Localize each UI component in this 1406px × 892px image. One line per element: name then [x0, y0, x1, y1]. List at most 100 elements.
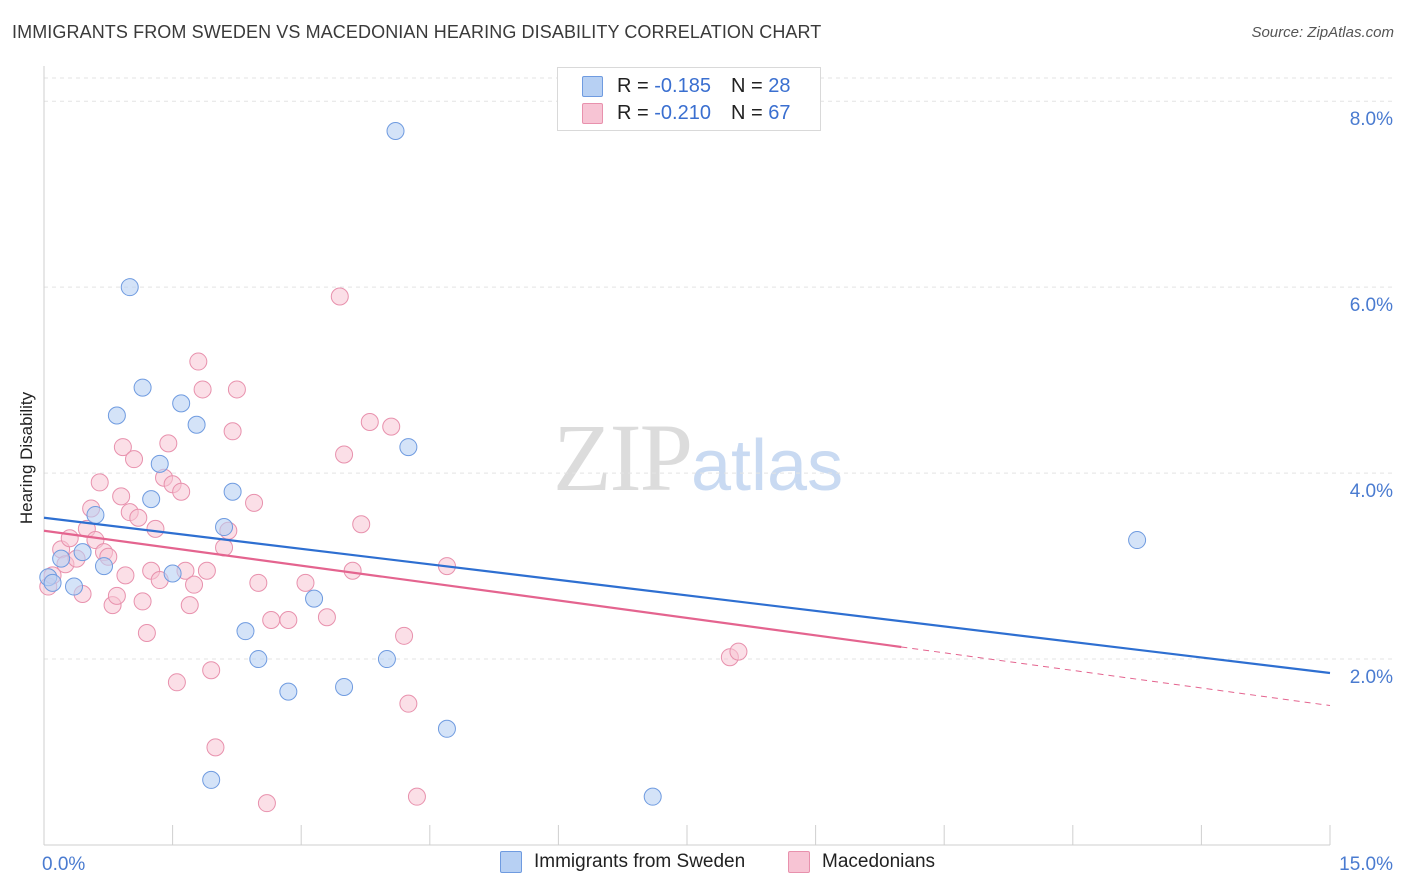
macedonian-point	[180, 596, 199, 615]
macedonian-point	[116, 566, 135, 585]
macedonian-point	[129, 508, 148, 527]
macedonian-point	[407, 787, 426, 806]
macedonian-point	[60, 529, 79, 548]
macedonian-point	[245, 493, 264, 512]
sweden-point	[65, 577, 84, 596]
y-tick-label: 6.0%	[1350, 295, 1393, 316]
chart-title: IMMIGRANTS FROM SWEDEN VS MACEDONIAN HEA…	[12, 22, 822, 42]
legend-r-label: R =	[617, 101, 649, 124]
macedonian-point	[189, 352, 208, 371]
macedonian-point	[335, 445, 354, 464]
sweden-point	[223, 482, 242, 501]
macedonians-swatch	[788, 851, 810, 873]
macedonians-swatch	[582, 102, 603, 124]
sweden-trend-line	[43, 516, 1331, 675]
y-tick-label: 2.0%	[1350, 667, 1393, 688]
macedonian-point	[296, 573, 315, 592]
legend-n-label: N =	[730, 101, 763, 124]
sweden-point	[150, 454, 169, 473]
x-tick-label: 15.0%	[1339, 854, 1393, 875]
macedonian-point	[107, 586, 126, 605]
bottom-legend-label: Immigrants from Sweden	[534, 851, 746, 872]
macedonian-point	[352, 515, 371, 534]
macedonian-point	[223, 422, 242, 441]
sweden-point	[172, 394, 191, 413]
macedonian-point	[146, 519, 165, 538]
macedonian-point	[113, 438, 132, 457]
sweden-point	[386, 121, 405, 140]
axes	[43, 66, 1331, 846]
macedonian-point	[193, 380, 212, 399]
macedonian-point	[257, 794, 276, 813]
sweden-point	[377, 650, 396, 669]
macedonian-point	[172, 482, 191, 501]
sweden-point	[305, 589, 324, 608]
macedonian-point	[279, 611, 298, 630]
macedonian-point	[90, 473, 109, 492]
macedonian-point	[202, 661, 221, 680]
macedonian-point	[112, 487, 131, 506]
macedonian-point	[185, 575, 204, 594]
watermark-atlas: atlas	[691, 426, 844, 506]
trend-lines	[43, 516, 1331, 707]
macedonian-point	[262, 611, 281, 630]
legend-r-label: R =	[617, 74, 649, 97]
bottom-legend-sweden: Immigrants from Sweden	[500, 851, 745, 873]
sweden-point	[1128, 531, 1147, 550]
macedonian-point	[159, 434, 178, 453]
sweden-point	[52, 549, 71, 568]
macedonian-trend-extension	[901, 646, 1331, 707]
sweden-point	[43, 573, 62, 592]
sweden-point	[142, 490, 161, 509]
sweden-point	[437, 719, 456, 738]
macedonian-point	[330, 287, 349, 306]
legend-n-value: 67	[768, 101, 791, 124]
macedonian-point	[227, 380, 246, 399]
legend-r-value: -0.185	[654, 74, 711, 97]
macedonian-point	[399, 694, 418, 713]
sweden-point	[279, 682, 298, 701]
sweden-point	[120, 278, 139, 297]
sweden-point	[86, 505, 105, 524]
macedonian-point	[317, 608, 336, 627]
bottom-legend-label: Macedonians	[822, 851, 936, 872]
y-tick-label: 4.0%	[1350, 481, 1393, 502]
legend-n-value: 28	[768, 74, 791, 97]
macedonian-point	[206, 738, 225, 757]
macedonian-point	[133, 592, 152, 611]
sweden-point	[399, 438, 418, 457]
source-label: Source: ZipAtlas.com	[1251, 24, 1394, 41]
legend-row-macedonians: R = -0.210 N = 67	[582, 100, 790, 126]
macedonian-point	[125, 450, 144, 469]
stats-legend: R = -0.185 N = 28 R = -0.210 N = 67	[557, 67, 821, 131]
sweden-point	[163, 564, 182, 583]
sweden-point	[643, 787, 662, 806]
legend-n-label: N =	[730, 74, 763, 97]
macedonian-point	[197, 561, 216, 580]
macedonian-point	[729, 642, 748, 661]
legend-r-value: -0.210	[654, 101, 711, 124]
sweden-point	[73, 543, 92, 562]
sweden-point	[215, 518, 234, 537]
sweden-point	[107, 406, 126, 425]
sweden-point	[335, 677, 354, 696]
y-axis-label: Hearing Disability	[17, 391, 36, 525]
gridlines	[44, 77, 1395, 660]
watermark-zip: ZIP	[553, 404, 693, 511]
sweden-points	[39, 121, 1147, 806]
macedonian-point	[137, 624, 156, 643]
macedonian-point	[249, 573, 268, 592]
sweden-swatch	[500, 851, 522, 873]
macedonian-point	[382, 417, 401, 436]
sweden-point	[202, 770, 221, 789]
legend-row-sweden: R = -0.185 N = 28	[582, 73, 790, 99]
x-tick-label: 0.0%	[42, 854, 85, 875]
sweden-point	[187, 415, 206, 434]
macedonian-point	[395, 626, 414, 645]
sweden-swatch	[582, 75, 603, 97]
sweden-point	[249, 650, 268, 669]
tick-labels: 2.0% 4.0% 6.0% 8.0% 0.0% 15.0%	[42, 109, 1393, 875]
macedonian-point	[167, 673, 186, 692]
watermark: ZIPatlas	[553, 402, 843, 513]
